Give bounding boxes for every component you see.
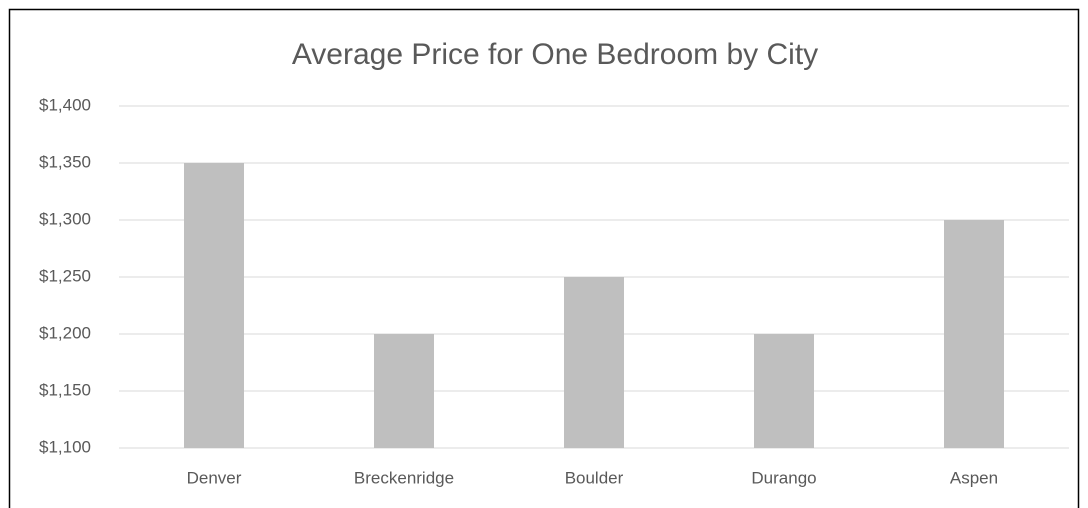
x-tick-label: Denver	[187, 468, 242, 487]
chart-title: Average Price for One Bedroom by City	[292, 38, 818, 71]
y-tick-label: $1,100	[39, 437, 91, 456]
x-tick-label: Breckenridge	[354, 468, 454, 487]
chart-border	[8, 8, 1080, 508]
y-tick-label: $1,400	[39, 95, 91, 114]
y-tick-label: $1,300	[39, 209, 91, 228]
x-tick-label: Durango	[751, 468, 816, 487]
bar	[564, 277, 624, 448]
y-tick-label: $1,250	[39, 266, 91, 285]
y-tick-label: $1,150	[39, 380, 91, 399]
bar	[754, 334, 814, 448]
x-tick-label: Boulder	[565, 468, 624, 487]
bar	[184, 163, 244, 448]
y-tick-label: $1,200	[39, 323, 91, 342]
y-tick-label: $1,350	[39, 152, 91, 171]
x-tick-label: Aspen	[950, 468, 998, 487]
bar	[944, 220, 1004, 448]
bar	[374, 334, 434, 448]
